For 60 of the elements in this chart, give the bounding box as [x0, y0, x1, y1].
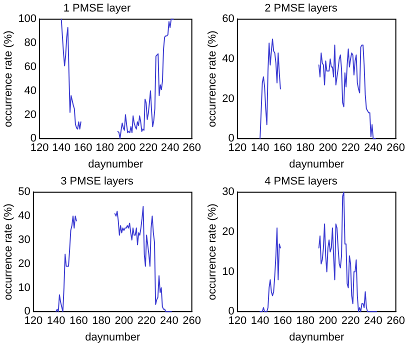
x-tick-label: 180	[296, 315, 314, 328]
x-tick-label: 140	[250, 142, 270, 154]
y-tick-label: 80	[24, 37, 37, 50]
x-tick-label: 200	[114, 315, 134, 328]
y-tick-label: 20	[222, 226, 234, 238]
y-tick-label: 40	[24, 84, 37, 97]
x-tick-label: 260	[386, 142, 406, 154]
x-tick-label: 160	[274, 142, 292, 154]
y-tick-label: 30	[222, 186, 234, 198]
x-axis-title: daynumber	[289, 331, 344, 344]
x-tick-label: 260	[386, 315, 406, 328]
y-axis-title: occurrence rate (%)	[206, 204, 219, 300]
x-tick-label: 180	[296, 142, 314, 154]
y-tick-label: 20	[24, 108, 37, 121]
y-axis-title: occurrence rate (%)	[2, 204, 15, 300]
y-tick-label: 20	[222, 92, 234, 105]
chart-title: 1 PMSE layer	[63, 2, 131, 15]
x-tick-label: 200	[318, 315, 338, 328]
y-tick-label: 20	[18, 258, 30, 270]
y-tick-label: 40	[18, 210, 30, 222]
y-tick-label: 10	[18, 282, 30, 294]
x-tick-label: 260	[182, 142, 202, 154]
x-tick-label: 160	[274, 315, 292, 328]
y-tick-label: 60	[24, 60, 37, 73]
x-tick-label: 140	[250, 315, 270, 328]
x-tick-label: 220	[139, 142, 158, 154]
x-tick-label: 160	[74, 142, 92, 154]
x-tick-label: 200	[318, 142, 338, 154]
chart-title: 4 PMSE layers	[264, 176, 338, 188]
x-tick-label: 140	[46, 315, 66, 328]
y-axis-title: occurrence rate (%)	[206, 30, 219, 128]
x-axis-title: daynumber	[85, 331, 140, 344]
x-tick-label: 120	[30, 142, 49, 154]
x-tick-label: 120	[228, 142, 247, 154]
x-axis-title: daynumber	[88, 158, 144, 170]
x-tick-label: 220	[341, 315, 360, 328]
y-tick-label: 50	[18, 186, 30, 198]
x-tick-label: 220	[137, 315, 156, 328]
x-tick-label: 120	[24, 315, 43, 328]
y-tick-label: 10	[222, 266, 234, 278]
x-tick-label: 140	[52, 142, 70, 154]
y-tick-label: 30	[18, 234, 30, 246]
x-tick-label: 160	[70, 315, 88, 328]
y-tick-label: 40	[222, 53, 234, 66]
y-tick-label: 100	[18, 13, 37, 26]
x-tick-label: 220	[341, 142, 360, 154]
x-tick-label: 240	[364, 142, 382, 154]
x-tick-label: 200	[117, 142, 136, 154]
chart-title: 2 PMSE layers	[264, 2, 338, 15]
y-axis-title: occurrence rate (%)	[2, 30, 15, 128]
x-tick-label: 180	[96, 142, 114, 154]
x-tick-label: 240	[160, 315, 178, 328]
x-tick-label: 120	[228, 315, 247, 328]
x-tick-label: 240	[364, 315, 382, 328]
chart-title: 3 PMSE layers	[60, 176, 134, 188]
y-tick-label: 60	[222, 13, 234, 26]
x-tick-label: 240	[160, 142, 180, 154]
x-tick-label: 180	[92, 315, 110, 328]
x-tick-label: 260	[182, 315, 202, 328]
x-axis-title: daynumber	[289, 158, 344, 170]
